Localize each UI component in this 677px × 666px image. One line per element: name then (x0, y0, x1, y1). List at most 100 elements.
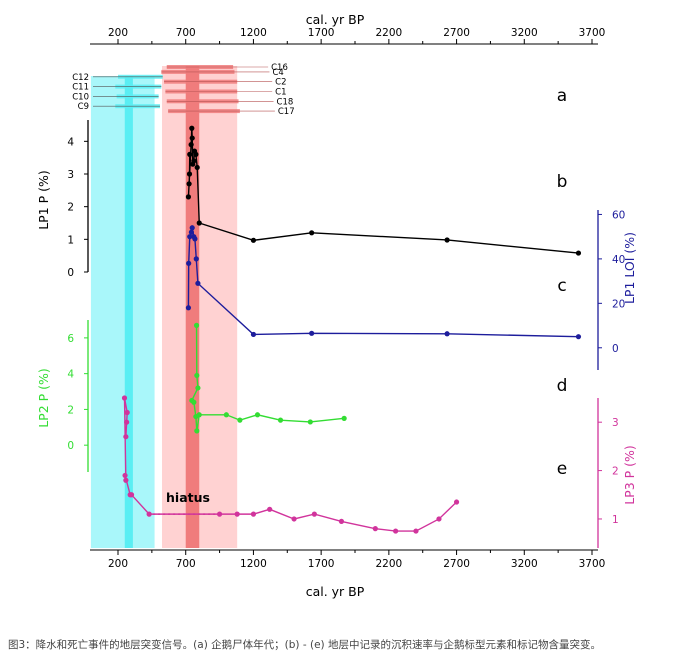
bottom-tick-label: 1700 (308, 558, 335, 570)
panel-letter: d (557, 376, 568, 396)
data-point (193, 256, 199, 262)
bottom-tick-label: 2700 (443, 558, 470, 570)
data-point (216, 511, 223, 517)
bottom-tick-label: 1200 (240, 558, 267, 570)
data-point (311, 511, 317, 517)
data-point (254, 412, 261, 418)
data-point (341, 415, 347, 421)
y-tick-label: 3 (612, 417, 619, 429)
y-tick-label: 3 (67, 169, 74, 181)
data-point (291, 516, 297, 522)
data-point (187, 151, 193, 157)
y-tick-label: 6 (67, 333, 74, 345)
data-point (223, 412, 229, 418)
top-tick-label: 3700 (579, 27, 606, 39)
top-tick-label: 200 (108, 27, 128, 39)
sample-label: C1 (275, 88, 286, 98)
panel-letter: c (557, 276, 566, 296)
top-tick-label: 1700 (308, 27, 335, 39)
data-point (575, 250, 582, 256)
y-tick-label: 0 (612, 343, 619, 355)
panel-labels: a b c d e (557, 86, 568, 479)
sample-label: C10 (72, 92, 89, 102)
data-point (307, 419, 313, 425)
sample-label: C17 (278, 107, 295, 117)
data-point (121, 395, 128, 401)
data-point (277, 417, 284, 423)
data-point (191, 399, 197, 405)
data-point (124, 419, 130, 425)
data-point (186, 260, 192, 266)
sample-label: C9 (78, 102, 89, 112)
series-d (189, 322, 347, 434)
y-tick-label: 0 (67, 440, 74, 452)
y-axis-label: LP2 P (%) (36, 368, 51, 428)
y-tick-label: 1 (612, 514, 619, 526)
top-tick-label: 3200 (511, 27, 538, 39)
data-point (575, 334, 582, 340)
top-tick-label: 700 (176, 27, 196, 39)
data-point (185, 305, 192, 311)
data-point (196, 220, 202, 226)
data-point (338, 518, 345, 524)
panel-letter: a (557, 86, 567, 106)
data-point (436, 516, 442, 522)
data-point (444, 331, 450, 337)
data-point (123, 434, 129, 440)
y-axis-label: LP1 P (%) (36, 170, 51, 230)
data-point (122, 472, 128, 479)
data-point (193, 151, 199, 157)
data-point (189, 225, 195, 231)
data-point (195, 385, 201, 391)
data-series: 0 1 2 3 4 LP1 P (%) 0 20 40 60 LP1 LOI (%) 0 2 4 6 LP2 … (36, 120, 637, 548)
series-e: hiatus (121, 395, 460, 534)
data-point (234, 511, 240, 517)
figure-caption: 图3：降水和死亡事件的地层突变信号。(a) 企鹅尸体年代；(b) - (e) 地… (8, 639, 601, 651)
hiatus-label: hiatus (166, 490, 210, 505)
data-point (191, 158, 197, 164)
highlight-bands (90, 66, 238, 548)
data-point (453, 499, 460, 505)
bottom-tick-label: 3200 (511, 558, 538, 570)
data-point (186, 181, 192, 187)
top-tick-label: 1200 (240, 27, 267, 39)
data-point (250, 511, 257, 517)
bottom-tick-label: 700 (176, 558, 196, 570)
bottom-tick-label: 2200 (375, 558, 402, 570)
data-point (188, 142, 194, 148)
data-point (194, 428, 200, 434)
sample-label: C16 (271, 63, 288, 73)
data-point (128, 492, 135, 498)
data-point (309, 230, 315, 236)
y-axis-label: LP1 LOI (%) (622, 232, 637, 304)
panel-letter: b (557, 172, 568, 192)
panel-letter: e (557, 459, 567, 479)
data-point (189, 135, 195, 141)
data-point (195, 280, 201, 286)
sample-label: C11 (72, 83, 89, 93)
bottom-tick-label: 200 (108, 558, 128, 570)
y-tick-label: 60 (612, 209, 625, 221)
y-tick-label: 0 (67, 267, 74, 279)
y-axis-label: LP3 P (%) (622, 445, 637, 505)
y-tick-label: 40 (612, 254, 625, 266)
band-pink (162, 66, 238, 548)
y-tick-label: 4 (67, 369, 74, 381)
data-point (444, 237, 450, 243)
data-point (124, 409, 130, 416)
data-point (309, 330, 315, 336)
data-point (250, 331, 257, 338)
band-cyan-core (124, 76, 133, 548)
data-point (194, 164, 200, 171)
data-point (123, 477, 129, 483)
data-point (194, 372, 200, 379)
data-point (267, 506, 273, 512)
data-point (237, 417, 243, 423)
sample-label: C2 (275, 78, 286, 88)
data-point (185, 194, 192, 200)
data-point (250, 237, 257, 243)
top-tick-label: 2700 (443, 27, 470, 39)
data-point (188, 229, 195, 235)
